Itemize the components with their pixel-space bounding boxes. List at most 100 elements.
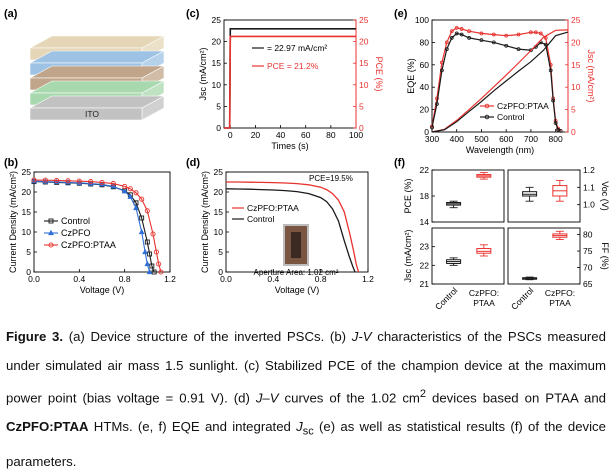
b-point-2	[156, 261, 162, 267]
f-category-label-control: Control	[509, 285, 536, 312]
e-ytick-label: 80	[420, 37, 430, 47]
caption-jsc: J	[296, 419, 303, 435]
f-ytick-label-1: 1.2	[583, 165, 595, 175]
e-point-1	[491, 40, 496, 45]
layer-top-4	[29, 95, 165, 109]
layer-top-0	[29, 35, 165, 49]
b-point-2	[31, 177, 37, 183]
b-point-0	[139, 215, 145, 221]
b-xtick-label: 1.2	[164, 274, 176, 284]
f-ytick-label-1: 1.1	[583, 182, 595, 192]
b-legend-label-1: CzPFO	[61, 228, 91, 238]
c-xtick-label: 60	[301, 130, 311, 140]
caption-text-3: curves of the 1.02 cm	[278, 390, 420, 406]
d-ytick-label: 20	[214, 187, 224, 197]
e-point-1	[459, 32, 464, 37]
f-ylabel-0: PCE (%)	[403, 178, 413, 213]
e-point-1	[529, 48, 533, 53]
e-point-0	[491, 32, 496, 37]
f-ytick-label-1: 1.0	[583, 200, 595, 210]
caption-jv-2: J–V	[255, 390, 279, 406]
device-stack: CuPCBM/C60/LiFPerovskiteCzPFO:PTAAITO	[29, 35, 165, 121]
e-point-1	[439, 68, 444, 73]
e-point-0	[467, 29, 471, 34]
e-ytick-label: 60	[420, 60, 430, 70]
e-series-line-1	[431, 32, 561, 132]
caption-bold-htm: CzPFO:PTAA	[6, 419, 89, 435]
caption-sup: 2	[419, 388, 427, 400]
c-ytick-label: 15	[212, 58, 222, 68]
e-point-1	[504, 43, 509, 48]
e-point-0	[529, 30, 533, 35]
e-point-0	[444, 40, 449, 45]
d-series-line-0	[226, 181, 360, 273]
e-point-1	[558, 128, 563, 133]
e-legend-label-0: CzPFO:PTAA	[497, 101, 549, 111]
e-point-1	[467, 36, 471, 40]
e-xtick-label: 700	[524, 134, 538, 144]
c-series-line-1	[224, 35, 356, 129]
e-series-line-3	[431, 31, 569, 133]
b-xtick-label: 0.0	[28, 274, 40, 284]
caption-text-6: (e) as well as statistical results (f) o…	[6, 419, 606, 470]
b-point-1	[138, 228, 145, 235]
e-point-1	[449, 36, 454, 40]
c-xlabel: Times (s)	[271, 141, 308, 151]
b-point-2	[158, 269, 164, 275]
c-ytick-label-right: 25	[359, 15, 369, 25]
d-frame	[225, 171, 369, 273]
d-xtick-label: 1.2	[362, 274, 374, 284]
c-ylabel: Jsc (mA/cm²)	[198, 48, 208, 101]
chart-b-jv: 0.0 0.4 0.8 1.2 0 5 10 15 20 25 Voltage (V) Current…	[8, 167, 176, 295]
b-ytick-label: 25	[22, 167, 32, 177]
d-xtick-label: 0.4	[267, 274, 279, 284]
chart-d-large-area-jv: 0.0 0.4 0.8 1.2 0 5 10 15 20 25 Voltage (V) Current…	[200, 167, 374, 295]
b-legend-label-2: CzPFO:PTAA	[61, 240, 116, 250]
layer-top-3	[29, 80, 165, 94]
b-point-0	[151, 269, 157, 275]
b-point-2	[133, 190, 139, 196]
e-point-0	[533, 30, 538, 35]
d-legend-label-0: CzPFO:PTAA	[247, 203, 299, 213]
e-point-0	[516, 32, 521, 37]
e-ytick-label-right: 25	[571, 15, 581, 25]
e-legend-marker-0	[484, 103, 490, 109]
c-ytick-label-right: 10	[359, 80, 369, 90]
chart-e-eqe: 300 400 500 600 700 800020406080100Wavelength…	[406, 15, 596, 155]
e-point-1	[479, 38, 484, 43]
f-frame-2	[431, 227, 505, 285]
f-frame-3	[507, 227, 581, 285]
caption-jv-1: J-V	[351, 329, 372, 344]
f-frame-1	[507, 169, 581, 223]
b-xtick-label: 0.8	[119, 274, 131, 284]
f-category-label-control: Control	[433, 285, 460, 312]
f-ytick-label-3: 70	[583, 263, 593, 273]
c-xtick-label: 0	[228, 130, 233, 140]
b-xlabel: Voltage (V)	[80, 285, 125, 295]
b-point-1	[127, 193, 134, 199]
b-point-2	[76, 178, 82, 184]
b-legend-label-0: Control	[61, 216, 90, 226]
b-point-2	[88, 179, 94, 185]
b-point-2	[99, 179, 105, 185]
panel-label-b: (b)	[4, 157, 18, 169]
c-ytick-label-right: 0	[359, 123, 364, 133]
f-category-label-ptaa-2: PTAA	[473, 298, 495, 308]
d-annotation-area: Aperture Area: 1.02 cm²	[254, 268, 339, 277]
c-ytick-label: 0	[216, 123, 221, 133]
e-point-0	[459, 27, 464, 31]
d-ytick-label: 5	[218, 247, 223, 257]
figure-3: (a) (b) (c) (d) (e) (f) CuPCBM/C60/LiFPe…	[4, 8, 610, 312]
d-ytick-label: 15	[214, 207, 224, 217]
d-series-line-1	[225, 188, 356, 273]
b-point-0	[144, 239, 150, 245]
b-point-2	[54, 177, 60, 183]
d-ytick-label: 25	[214, 167, 224, 177]
c-ytick-label-right: 15	[359, 58, 369, 68]
c-annotation-jsc: = 22.97 mA/cm²	[267, 43, 327, 53]
b-point-2	[65, 178, 71, 184]
layer-top-1	[29, 50, 165, 64]
c-ytick-label-right: 5	[359, 101, 364, 111]
e-ytick-label: 40	[420, 82, 430, 92]
